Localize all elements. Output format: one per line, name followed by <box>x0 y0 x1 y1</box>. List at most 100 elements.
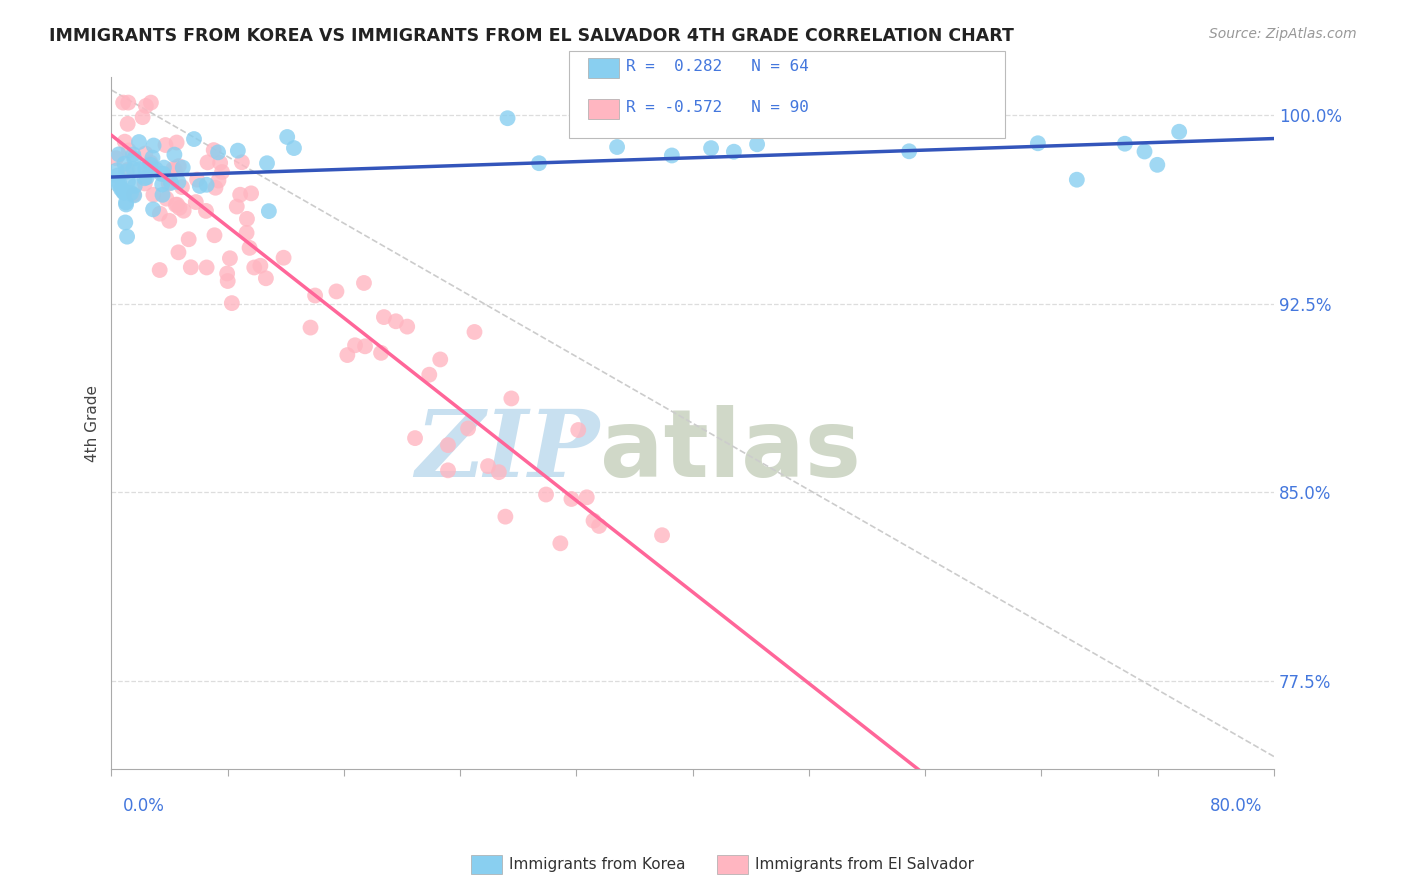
Point <box>105 163 128 178</box>
Point <box>304 288 326 302</box>
Point <box>108 147 131 161</box>
Point <box>142 187 165 202</box>
Point <box>202 143 225 157</box>
Point <box>163 147 186 161</box>
Point <box>1114 136 1136 151</box>
Point <box>122 161 145 176</box>
Point <box>488 465 510 479</box>
Point <box>188 178 211 193</box>
Point <box>204 180 226 194</box>
Point <box>404 431 426 445</box>
Point <box>209 156 232 170</box>
Point <box>117 162 139 177</box>
Point <box>243 260 266 275</box>
Text: Immigrants from El Salvador: Immigrants from El Salvador <box>755 857 974 871</box>
Point <box>134 162 156 177</box>
Point <box>560 491 582 506</box>
Point <box>157 214 180 228</box>
Point <box>150 178 173 192</box>
Text: atlas: atlas <box>600 405 860 497</box>
Point <box>606 140 628 154</box>
Point <box>115 229 138 244</box>
Point <box>163 162 186 177</box>
Point <box>172 161 194 175</box>
Point <box>1066 172 1088 186</box>
Point <box>115 195 138 210</box>
Point <box>112 95 135 110</box>
Point <box>195 203 218 218</box>
Point <box>122 187 145 202</box>
Point <box>283 141 305 155</box>
Point <box>898 145 921 159</box>
Point <box>429 352 451 367</box>
Point <box>160 176 183 190</box>
Point <box>152 167 174 181</box>
Point <box>418 368 440 382</box>
Point <box>550 536 572 550</box>
Point <box>134 177 156 191</box>
Point <box>325 285 347 299</box>
Point <box>142 202 165 217</box>
Point <box>477 459 499 474</box>
Point <box>166 136 188 150</box>
Point <box>117 175 139 189</box>
Point <box>276 130 298 145</box>
Point <box>204 228 226 243</box>
Point <box>167 245 190 260</box>
Point <box>534 487 557 501</box>
Point <box>385 314 408 328</box>
Point <box>723 145 745 159</box>
Point <box>344 338 367 352</box>
Point <box>211 165 233 179</box>
Point <box>207 145 229 160</box>
Point <box>155 192 177 206</box>
Point <box>217 274 239 288</box>
Point <box>112 156 135 170</box>
Point <box>186 172 208 186</box>
Point <box>150 167 173 181</box>
Point <box>117 117 139 131</box>
Point <box>162 161 184 176</box>
Point <box>370 346 392 360</box>
Point <box>225 200 247 214</box>
Point <box>496 112 519 126</box>
Point <box>139 158 162 172</box>
Point <box>217 267 239 281</box>
Point <box>128 135 150 149</box>
Point <box>651 528 673 542</box>
Point <box>567 423 589 437</box>
Point <box>353 276 375 290</box>
Point <box>114 135 136 149</box>
Point <box>131 110 153 124</box>
Text: R = -0.572   N = 90: R = -0.572 N = 90 <box>626 101 808 115</box>
Text: 80.0%: 80.0% <box>1211 797 1263 814</box>
Point <box>149 207 172 221</box>
Point <box>134 146 156 161</box>
Point <box>273 251 295 265</box>
Point <box>111 183 134 197</box>
Point <box>254 271 277 285</box>
Point <box>256 156 278 170</box>
Point <box>1026 136 1049 151</box>
Point <box>120 186 142 200</box>
Text: ZIP: ZIP <box>415 406 600 496</box>
Point <box>184 195 207 210</box>
Point <box>582 514 605 528</box>
Point <box>457 421 479 435</box>
Point <box>108 176 131 190</box>
Point <box>107 169 129 183</box>
Point <box>165 198 187 212</box>
Point <box>142 138 165 153</box>
Text: IMMIGRANTS FROM KOREA VS IMMIGRANTS FROM EL SALVADOR 4TH GRADE CORRELATION CHART: IMMIGRANTS FROM KOREA VS IMMIGRANTS FROM… <box>49 27 1014 45</box>
Point <box>112 186 135 200</box>
Point <box>437 463 460 477</box>
Point <box>700 141 723 155</box>
Point <box>1146 158 1168 172</box>
Point <box>336 348 359 362</box>
Point <box>745 137 768 152</box>
Point <box>153 161 176 175</box>
Point <box>139 155 162 169</box>
Point <box>115 197 138 211</box>
Point <box>138 161 160 175</box>
Point <box>135 99 157 113</box>
